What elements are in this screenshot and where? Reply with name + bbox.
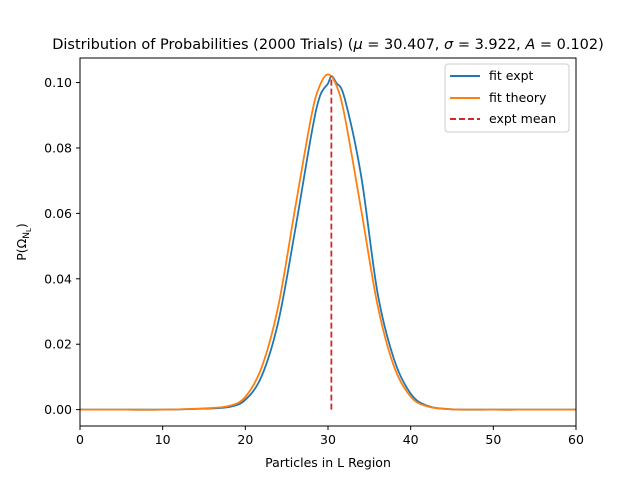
y-axis-ticks: 0.00 0.02 0.04 0.06 0.08 0.10	[44, 75, 80, 417]
y-tick-label: 0.10	[44, 75, 72, 90]
legend-label-fit-expt: fit expt	[489, 68, 534, 83]
series-layer	[80, 73, 576, 411]
series-line-fit-theory	[80, 73, 576, 411]
chart-title-text: Distribution of Probabilities (2000 Tria…	[52, 37, 604, 53]
x-axis-label: Particles in L Region	[265, 455, 391, 470]
x-axis-ticks: 0 10 20 30 40 50 60	[76, 426, 584, 447]
y-tick-label: 0.00	[44, 402, 72, 417]
legend: fit expt fit theory expt mean	[444, 63, 570, 133]
legend-box	[444, 63, 570, 133]
x-tick-label: 30	[320, 432, 336, 447]
x-tick-label: 10	[155, 432, 171, 447]
y-tick-label: 0.02	[44, 337, 72, 352]
y-tick-label: 0.04	[44, 271, 72, 286]
x-tick-label: 20	[237, 432, 253, 447]
x-tick-label: 40	[403, 432, 419, 447]
y-tick-label: 0.08	[44, 140, 72, 155]
x-tick-label: 50	[485, 432, 501, 447]
legend-label-fit-theory: fit theory	[489, 90, 547, 105]
chart-title: Distribution of Probabilities (2000 Tria…	[52, 37, 604, 53]
legend-label-expt-mean: expt mean	[489, 111, 556, 126]
x-tick-label: 0	[76, 432, 84, 447]
x-tick-label: 60	[568, 432, 584, 447]
y-tick-label: 0.06	[44, 206, 72, 221]
